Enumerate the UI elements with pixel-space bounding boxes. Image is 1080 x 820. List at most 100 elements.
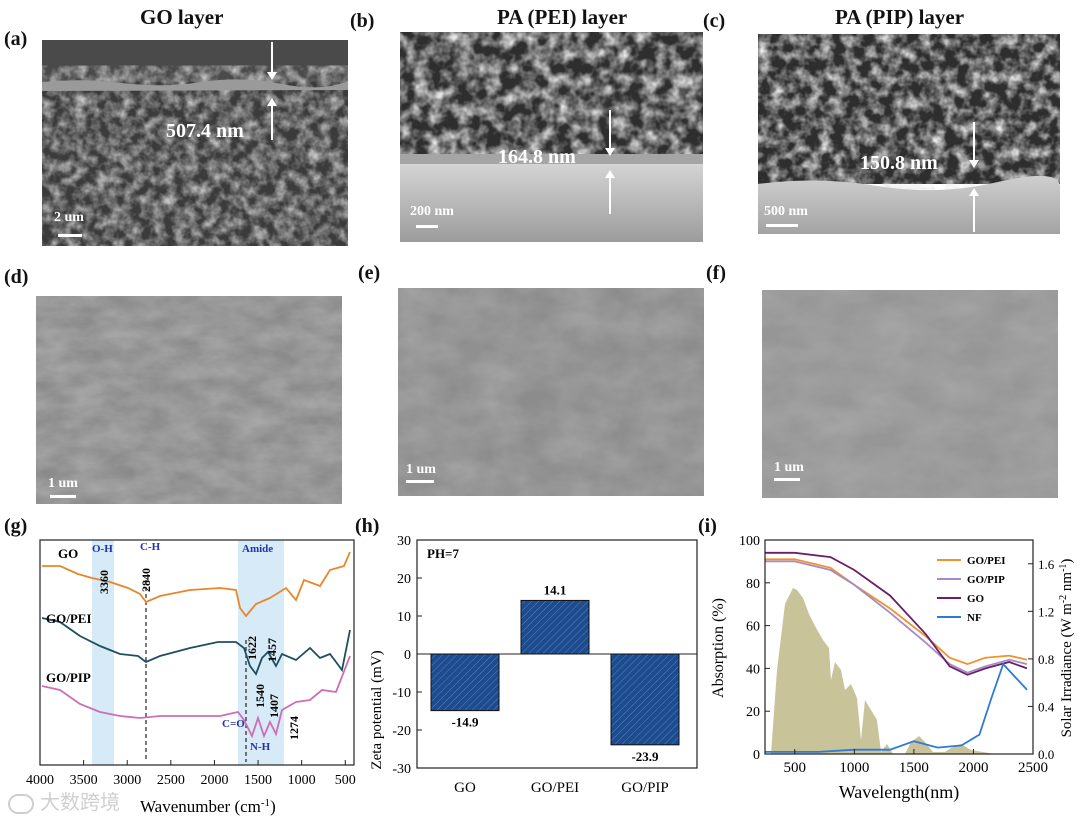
zeta-annotation-ph: PH=7 [427, 546, 459, 561]
abs-legend-label: GO [967, 593, 985, 605]
watermark-text: 大数跨境 [40, 790, 120, 814]
zeta-bar-value-label: -23.9 [631, 749, 659, 764]
panel-label-h: (h) [355, 515, 380, 537]
ftir-peak-2840: 2840 [139, 568, 153, 592]
scale-label-f: 1 um [774, 460, 804, 475]
abs-y2-axis-label: Solar Irradiance (W m-2 nm-1) [1058, 559, 1076, 738]
abs-y-tick-label: 0 [753, 748, 760, 763]
zeta-y-axis-label: Zeta potential (mV) [369, 650, 385, 769]
title-pa-pip-layer: PA (PIP) layer [835, 5, 965, 29]
scale-label-c: 500 nm [764, 204, 808, 219]
title-go-layer: GO layer [140, 5, 224, 29]
thickness-label-pa-pip: 150.8 nm [860, 152, 938, 174]
ftir-line-go-pip [41, 655, 351, 739]
abs-series-line [765, 560, 1028, 674]
scale-label-b: 200 nm [410, 204, 454, 219]
abs-y-tick-label: 40 [746, 662, 760, 677]
scale-bar-d [50, 495, 76, 498]
panel-label-c: (c) [703, 10, 726, 32]
ftir-x-tick-label: 3500 [70, 773, 98, 788]
ftir-peak-1457: 1457 [265, 638, 279, 662]
abs-y-tick-label: 60 [746, 620, 760, 635]
abs-x-tick-label: 2000 [958, 760, 988, 776]
zeta-y-tick-label: -10 [392, 686, 411, 701]
ftir-label-co: C=O [222, 718, 245, 730]
ftir-series-label-go-pei: GO/PEI [46, 611, 92, 626]
abs-x-tick-label: 2500 [1018, 760, 1048, 776]
solar-spectrum-area [771, 588, 995, 754]
ftir-label-nh: N-H [250, 741, 271, 753]
abs-x-tick-label: 500 [784, 760, 807, 776]
ftir-line-go-pei [41, 617, 351, 676]
abs-y-tick-label: 80 [746, 577, 760, 592]
zeta-bar [430, 653, 500, 712]
sem-image-go-surface: 1 um [36, 296, 342, 504]
zeta-bar [520, 599, 590, 655]
sem-image-pa-pei-surface: 1 um [398, 288, 704, 496]
ftir-x-tick-label: 1500 [244, 773, 272, 788]
thickness-label-pa-pei: 164.8 nm [498, 146, 576, 168]
ftir-x-tick-label: 2500 [157, 773, 185, 788]
abs-legend-label: GO/PEI [967, 555, 1006, 567]
ftir-peak-1622: 1622 [245, 636, 259, 660]
ftir-x-tick-label: 500 [335, 773, 356, 788]
scale-bar-a [58, 234, 82, 237]
panel-label-e: (e) [358, 262, 381, 284]
panel-label-a: (a) [4, 28, 28, 50]
watermark-logo-icon [8, 793, 34, 814]
zeta-y-tick-label: -30 [392, 762, 411, 777]
ftir-x-tick-label: 2000 [200, 773, 228, 788]
abs-axes [764, 539, 1034, 755]
zeta-axes [416, 539, 698, 769]
abs-y-tick-label: 100 [739, 534, 760, 549]
abs-y-tick-label: 20 [746, 705, 760, 720]
scale-bar-b [416, 225, 438, 228]
ftir-peak-1540: 1540 [253, 684, 267, 708]
title-pa-pei-layer: PA (PEI) layer [497, 5, 628, 29]
panel-label-f: (f) [706, 262, 726, 284]
chart-zeta-potential: Zeta potential (mV) PH=7 30 20 10 0 -10 -20 -3… [369, 534, 698, 796]
ftir-peak-3360: 3360 [97, 570, 111, 594]
panel-label-b: (b) [350, 10, 375, 32]
panel-label-g: (g) [4, 515, 28, 537]
scale-bar-f [774, 478, 800, 481]
zeta-y-tick-label: 20 [397, 572, 411, 587]
abs-y-axis-label: Absorption (%) [710, 598, 727, 698]
chart-absorption: 500 1000 1500 2000 2500 0 20 40 60 80 100 0.0 0.4 0… [710, 534, 1076, 803]
ftir-axes [39, 539, 355, 766]
scale-label-e: 1 um [406, 462, 436, 477]
ftir-x-axis-label: Wavenumber (cm-1) [140, 797, 276, 816]
abs-y2-tick-label: 0.0 [1038, 747, 1054, 762]
ftir-x-tick-label: 4000 [26, 773, 54, 788]
ftir-x-tick-label: 3000 [113, 773, 141, 788]
sem-image-pa-pip-surface: 1 um [762, 290, 1058, 498]
sem-image-go-cross-section: 507.4 nm 2 um [42, 40, 348, 246]
abs-y2-tick-label: 0.8 [1038, 652, 1054, 667]
scale-label-d: 1 um [48, 476, 78, 491]
zeta-bar-value-label: -14.9 [451, 715, 479, 730]
zeta-y-tick-label: -20 [392, 724, 411, 739]
ftir-series-label-go-pip: GO/PIP [46, 670, 91, 685]
ftir-band-label-ch: C-H [140, 541, 161, 553]
ftir-line-go [42, 551, 351, 618]
abs-x-tick-label: 1500 [899, 760, 929, 776]
zeta-bar [610, 653, 680, 746]
ftir-x-tick-label: 1000 [288, 773, 316, 788]
zeta-category-label: GO/PIP [621, 780, 669, 796]
abs-legend-label: GO/PIP [967, 574, 1005, 586]
zeta-category-label: GO/PEI [531, 780, 579, 796]
chart-ftir: GO GO/PEI GO/PIP O-H C-H Amide 3360 2840… [26, 539, 356, 816]
zeta-y-tick-label: 10 [397, 610, 411, 625]
ftir-band-label-oh: O-H [92, 543, 113, 555]
zeta-y-tick-label: 0 [404, 648, 411, 663]
scale-bar-e [406, 480, 434, 483]
abs-x-axis-label: Wavelength(nm) [839, 782, 960, 803]
abs-y2-tick-label: 1.6 [1038, 557, 1055, 572]
abs-legend-label: NF [967, 612, 982, 624]
scale-bar-c [766, 224, 798, 227]
panel-label-i: (i) [698, 515, 717, 537]
ftir-peak-1407: 1407 [267, 694, 281, 718]
sem-image-pa-pei-cross-section: 164.8 nm 200 nm [400, 32, 703, 242]
scale-label-a: 2 um [54, 210, 84, 225]
ftir-peak-1274: 1274 [287, 716, 301, 740]
